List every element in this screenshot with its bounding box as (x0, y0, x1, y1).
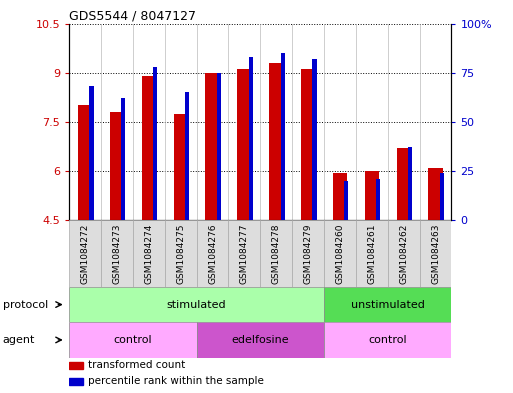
Bar (185, 92, 189, 220)
Bar (324, 322, 451, 358)
Text: GSM1084278: GSM1084278 (272, 223, 281, 284)
Text: GSM1084261: GSM1084261 (367, 223, 377, 284)
Text: GSM1084275: GSM1084275 (176, 223, 185, 284)
Bar (69, 362, 83, 369)
Bar (428, 168, 443, 220)
Bar (333, 173, 347, 220)
Text: edelfosine: edelfosine (231, 335, 289, 345)
Bar (301, 70, 315, 220)
Bar (261, 220, 292, 287)
Bar (365, 171, 379, 220)
Bar (237, 70, 251, 220)
Text: GSM1084260: GSM1084260 (336, 223, 344, 284)
Bar (388, 220, 420, 287)
Bar (69, 220, 101, 287)
Text: protocol: protocol (3, 299, 48, 310)
Bar (324, 287, 451, 322)
Bar (420, 220, 451, 287)
Text: GDS5544 / 8047127: GDS5544 / 8047127 (69, 9, 196, 22)
Text: GSM1084273: GSM1084273 (112, 223, 122, 284)
Bar (281, 53, 285, 220)
Bar (69, 287, 324, 322)
Text: stimulated: stimulated (167, 299, 226, 310)
Text: GSM1084262: GSM1084262 (399, 223, 408, 284)
Text: GSM1084272: GSM1084272 (81, 223, 90, 284)
Bar (312, 59, 317, 220)
Text: unstimulated: unstimulated (351, 299, 425, 310)
Bar (269, 63, 284, 220)
Bar (249, 57, 253, 220)
Bar (89, 86, 93, 220)
Text: GSM1084274: GSM1084274 (144, 223, 153, 284)
Bar (78, 105, 92, 220)
Bar (324, 220, 356, 287)
Text: GSM1084277: GSM1084277 (240, 223, 249, 284)
Bar (101, 220, 133, 287)
Text: GSM1084279: GSM1084279 (304, 223, 312, 284)
Bar (122, 98, 126, 220)
Text: control: control (114, 335, 152, 345)
Text: GSM1084276: GSM1084276 (208, 223, 217, 284)
Text: GSM1084263: GSM1084263 (431, 223, 440, 284)
Bar (165, 220, 196, 287)
Bar (344, 181, 348, 220)
Bar (440, 173, 444, 220)
Bar (133, 220, 165, 287)
Bar (205, 73, 220, 220)
Text: control: control (368, 335, 407, 345)
Bar (153, 67, 157, 220)
Bar (408, 147, 412, 220)
Text: transformed count: transformed count (88, 360, 186, 371)
Bar (196, 220, 228, 287)
Bar (376, 179, 380, 220)
Bar (196, 322, 324, 358)
Bar (356, 220, 388, 287)
Bar (292, 220, 324, 287)
Bar (110, 112, 124, 220)
Bar (69, 322, 196, 358)
Bar (142, 76, 156, 220)
Bar (397, 148, 411, 220)
Text: agent: agent (3, 335, 35, 345)
Text: percentile rank within the sample: percentile rank within the sample (88, 376, 264, 386)
Bar (217, 73, 221, 220)
Bar (69, 378, 83, 385)
Bar (228, 220, 261, 287)
Bar (173, 114, 188, 220)
